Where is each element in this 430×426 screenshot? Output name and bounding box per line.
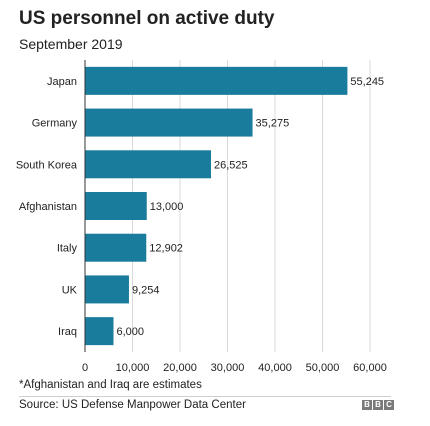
data-label: 26,525 (214, 159, 248, 171)
category-label: Italy (57, 243, 78, 255)
data-label: 35,275 (256, 118, 290, 130)
bar (85, 233, 147, 262)
x-tick-label: 30,000 (211, 362, 245, 374)
chart-title: US personnel on active duty (19, 8, 275, 29)
category-label: Afghanistan (19, 201, 77, 213)
bar (85, 192, 147, 220)
x-tick-label: 60,000 (353, 362, 387, 374)
bar (85, 317, 114, 346)
footer-divider (19, 396, 391, 397)
bar (85, 66, 348, 95)
data-label: 55,245 (350, 76, 384, 88)
data-label: 6,000 (117, 326, 145, 338)
category-label: Germany (32, 118, 78, 130)
data-label: 9,254 (132, 284, 160, 296)
bar (85, 108, 253, 137)
data-label: 13,000 (150, 201, 184, 213)
logo-letter-b1: B (362, 400, 372, 410)
footnote: *Afghanistan and Iraq are estimates (19, 379, 202, 391)
x-tick-label: 20,000 (163, 362, 197, 374)
x-tick-label: 0 (82, 362, 88, 374)
bar (85, 275, 129, 304)
x-tick-label: 40,000 (258, 362, 292, 374)
logo-letter-c: C (384, 400, 394, 410)
category-label: South Korea (16, 159, 78, 171)
chart-subtitle: September 2019 (19, 36, 123, 52)
logo-letter-b2: B (373, 400, 383, 410)
bbc-logo: B B C (362, 400, 394, 410)
data-label: 12,902 (149, 243, 183, 255)
category-label: Japan (47, 76, 77, 88)
category-label: UK (62, 284, 78, 296)
source-line: Source: US Defense Manpower Data Center (19, 399, 246, 411)
x-tick-label: 10,000 (116, 362, 150, 374)
x-tick-label: 50,000 (306, 362, 340, 374)
bar (85, 150, 211, 179)
category-label: Iraq (58, 326, 77, 338)
